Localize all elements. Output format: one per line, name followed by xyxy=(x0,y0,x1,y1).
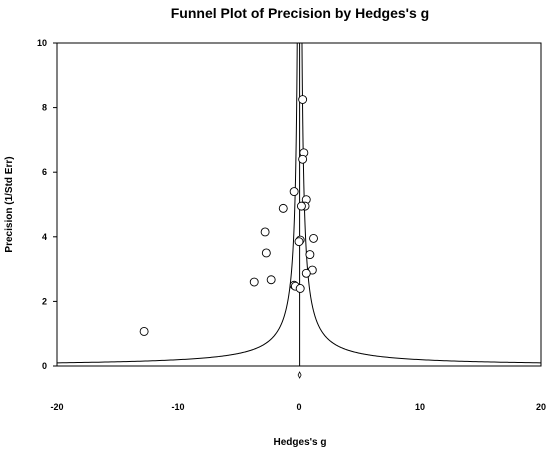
y-tick-label-4: 8 xyxy=(42,103,47,113)
y-axis-ticks: 0 2 4 6 8 10 xyxy=(37,38,57,371)
study-point-22 xyxy=(139,326,149,336)
study-point-8 xyxy=(278,203,288,213)
y-tick-label-0: 0 xyxy=(42,361,47,371)
y-tick-label-2: 4 xyxy=(42,232,47,242)
y-tick-label-5: 10 xyxy=(37,38,47,48)
study-point-10 xyxy=(309,233,318,243)
x-tick-label-2: 0 xyxy=(296,402,301,412)
study-point-17 xyxy=(266,275,276,285)
funnel-right-boundary xyxy=(301,42,542,366)
study-point-13 xyxy=(261,248,271,258)
y-tick-label-3: 6 xyxy=(42,167,47,177)
combined-effect-diamond xyxy=(297,371,302,379)
study-point-9 xyxy=(260,227,270,237)
x-axis-ticks: -20 -10 0 10 20 xyxy=(50,402,546,412)
x-tick-label-4: 20 xyxy=(536,402,546,412)
x-tick-label-3: 10 xyxy=(415,402,425,412)
study-point-4 xyxy=(289,187,299,197)
study-point-12 xyxy=(294,237,304,247)
y-tick-label-1: 2 xyxy=(42,296,47,306)
data-points xyxy=(139,95,318,336)
plot-frame xyxy=(56,42,542,367)
plot-border xyxy=(56,42,542,367)
funnel-left-boundary xyxy=(56,42,298,366)
study-point-14 xyxy=(305,250,315,260)
x-tick-label-1: -10 xyxy=(171,402,184,412)
study-point-18 xyxy=(249,277,259,287)
study-point-16 xyxy=(301,268,311,278)
chart-title: Funnel Plot of Precision by Hedges's g xyxy=(171,5,429,21)
funnel-lines xyxy=(56,42,542,379)
x-axis-label: Hedges's g xyxy=(274,437,327,448)
x-tick-label-0: -20 xyxy=(50,402,63,412)
study-point-21 xyxy=(295,284,305,293)
study-point-3 xyxy=(298,154,308,164)
y-axis-label: Precision (1/Std Err) xyxy=(4,156,15,252)
study-point-1 xyxy=(298,95,308,104)
study-point-7 xyxy=(296,201,306,211)
